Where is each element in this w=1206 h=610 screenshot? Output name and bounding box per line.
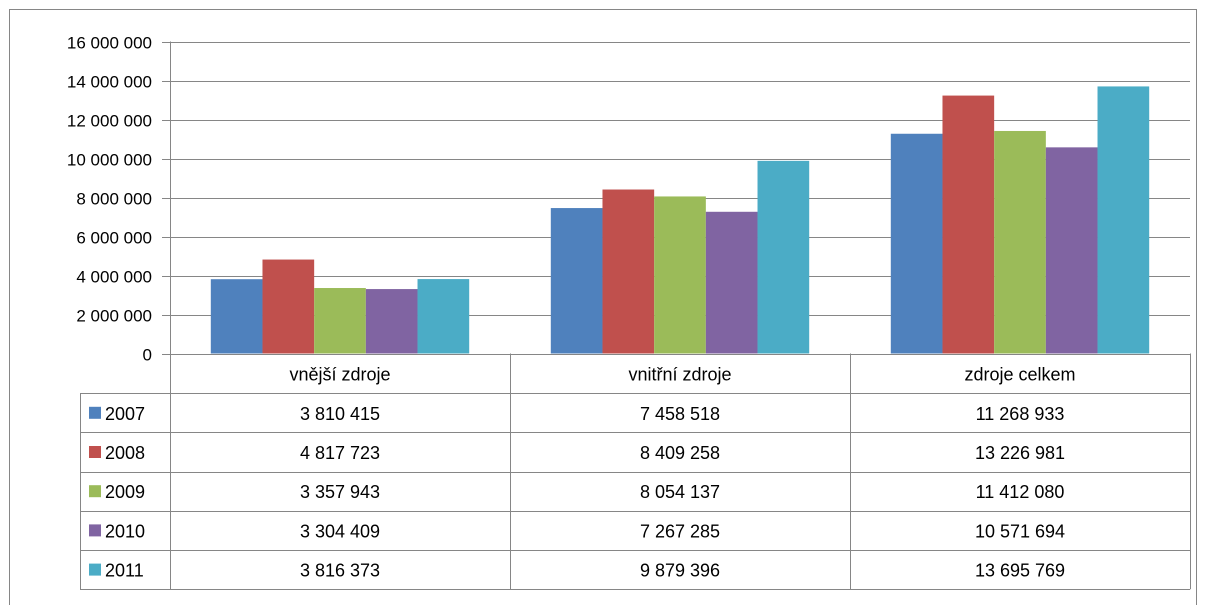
bar [1045, 147, 1098, 354]
legend-series-name: 2010 [105, 521, 145, 541]
bar [705, 211, 758, 354]
data-table-cell: 8 054 137 [640, 482, 720, 502]
y-tick-label: 8 000 000 [76, 190, 152, 209]
legend-series-name: 2007 [105, 404, 145, 424]
y-tick-label: 0 [143, 346, 152, 365]
legend-swatch [89, 406, 101, 419]
bar [757, 160, 810, 354]
y-tick-label: 14 000 000 [67, 73, 152, 92]
y-tick-label: 16 000 000 [67, 34, 152, 53]
y-tick-label: 6 000 000 [76, 229, 152, 248]
category-label: vnitřní zdroje [628, 365, 731, 385]
legend-swatch [89, 446, 101, 458]
category-label: zdroje celkem [964, 365, 1075, 385]
y-tick-label: 12 000 000 [67, 112, 152, 131]
bar [890, 133, 943, 354]
legend-swatch [89, 485, 101, 498]
category-label: vnější zdroje [289, 365, 390, 385]
bar [365, 289, 418, 354]
y-tick-label: 10 000 000 [67, 151, 152, 170]
bar [210, 279, 263, 354]
data-table-cell: 11 268 933 [976, 404, 1065, 424]
bar [994, 130, 1046, 354]
data-table-cell: 4 817 723 [300, 443, 380, 463]
data-table-cell: 3 816 373 [300, 561, 380, 581]
legend-swatch [89, 563, 101, 576]
data-table-cell: 11 412 080 [976, 482, 1065, 502]
data-table-cell: 13 695 769 [975, 561, 1065, 581]
legend-series-name: 2011 [105, 561, 144, 581]
data-table-cell: 13 226 981 [975, 443, 1065, 463]
data-table-cell: 9 879 396 [640, 561, 720, 581]
legend-series-name: 2009 [105, 482, 145, 502]
data-table: vnější zdroje vnitřní zdroje zdroje celkem… [80, 353, 1191, 590]
data-table-cell: 8 409 258 [640, 443, 720, 463]
bar [314, 288, 366, 354]
data-table-cell: 7 267 285 [640, 521, 720, 541]
bar [942, 95, 995, 354]
legend-swatch [89, 524, 101, 537]
data-table-cell: 3 304 409 [300, 521, 380, 541]
bars [210, 86, 1150, 354]
bar [602, 189, 655, 354]
data-table-cell: 7 458 518 [640, 404, 720, 424]
y-axis-tick-labels: 0 2 000 000 4 000 000 6 000 000 8 000 000 10 … [67, 34, 152, 365]
bar [550, 208, 603, 354]
data-table-cell: 3 810 415 [300, 404, 380, 424]
data-table-cell: 10 571 694 [975, 521, 1065, 541]
data-table-cell: 3 357 943 [300, 482, 380, 502]
bar [654, 196, 706, 354]
bar [262, 259, 315, 354]
y-tick-label: 2 000 000 [76, 307, 152, 326]
bar [1097, 86, 1150, 354]
y-tick-label: 4 000 000 [76, 268, 152, 287]
legend-series-name: 2008 [105, 443, 145, 463]
bar [417, 279, 470, 354]
